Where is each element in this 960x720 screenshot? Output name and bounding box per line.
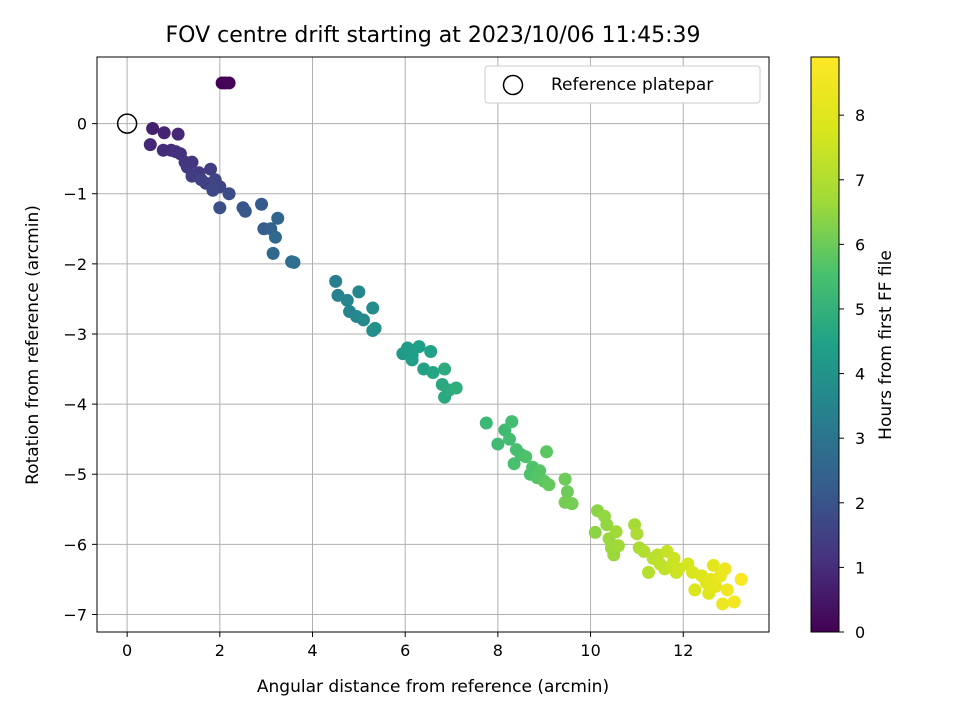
reference-platepar-marker (116, 113, 138, 134)
data-point (424, 345, 438, 359)
data-point (565, 497, 579, 511)
x-axis-ticks: 0 2 4 6 8 10 12 (122, 632, 693, 660)
colorbar-tick-label: 4 (855, 365, 865, 384)
y-tick-label: −4 (63, 395, 87, 414)
data-point (255, 197, 269, 211)
data-point (505, 415, 519, 429)
data-point (238, 204, 252, 218)
data-point (720, 583, 734, 597)
data-point (222, 76, 236, 90)
data-point (157, 126, 171, 140)
data-point (502, 432, 516, 446)
data-point (222, 187, 236, 201)
x-tick-label: 4 (307, 641, 317, 660)
data-point (491, 437, 505, 451)
data-point (287, 255, 301, 269)
data-point (266, 246, 280, 260)
data-points (143, 76, 748, 611)
colorbar-ticks: 0 1 2 3 4 5 6 7 8 (839, 106, 865, 642)
colorbar-gradient (810, 56, 840, 633)
data-point (727, 595, 741, 609)
data-point (560, 485, 574, 499)
data-point (630, 527, 644, 541)
data-point (642, 565, 656, 579)
data-point (171, 127, 185, 141)
data-point (637, 544, 651, 558)
data-point (734, 572, 748, 586)
data-point (718, 562, 732, 576)
legend-marker (502, 74, 524, 96)
y-tick-label: −7 (63, 605, 87, 624)
colorbar-tick-label: 1 (855, 558, 865, 577)
data-point (426, 366, 440, 380)
data-point (479, 416, 493, 430)
data-point (706, 558, 720, 572)
data-point (268, 230, 282, 244)
y-tick-label: −6 (63, 535, 87, 554)
colorbar: 0 1 2 3 4 5 6 7 8 Hours from first FF file (810, 56, 896, 642)
data-point (609, 525, 623, 539)
chart-title: FOV centre drift starting at 2023/10/06 … (166, 23, 701, 48)
data-point (709, 579, 723, 593)
legend: Reference platepar (484, 65, 761, 104)
data-point (146, 122, 160, 136)
data-point (368, 321, 382, 335)
data-point (667, 551, 681, 565)
data-point (540, 445, 554, 459)
data-point (688, 583, 702, 597)
colorbar-tick-label: 8 (855, 106, 865, 125)
colorbar-tick-label: 3 (855, 429, 865, 448)
y-tick-label: −2 (63, 255, 87, 274)
y-tick-label: 0 (77, 115, 87, 134)
data-point (213, 201, 227, 215)
data-point (143, 138, 157, 152)
data-point (558, 472, 572, 486)
data-point (329, 274, 343, 288)
y-tick-label: −3 (63, 325, 87, 344)
x-tick-label: 2 (215, 641, 225, 660)
colorbar-tick-label: 5 (855, 300, 865, 319)
y-tick-label: −1 (63, 185, 87, 204)
reference-marker-layer (116, 113, 138, 134)
x-tick-label: 12 (673, 641, 693, 660)
data-point (412, 340, 426, 354)
data-point (449, 381, 463, 395)
data-point (716, 597, 730, 611)
data-point (588, 525, 602, 539)
data-point (271, 211, 285, 225)
data-point (340, 293, 354, 307)
data-point (405, 353, 419, 367)
plot-frame (96, 56, 770, 633)
data-point (204, 162, 218, 176)
legend-box (484, 65, 761, 104)
x-axis-label: Angular distance from reference (arcmin) (257, 677, 609, 697)
x-tick-label: 0 (122, 641, 132, 660)
data-point (366, 301, 380, 315)
colorbar-tick-label: 0 (855, 623, 865, 642)
colorbar-label: Hours from first FF file (876, 250, 896, 440)
data-point (507, 457, 521, 471)
colorbar-tick-label: 6 (855, 235, 865, 254)
y-axis-label: Rotation from reference (arcmin) (23, 205, 43, 485)
data-point (519, 450, 533, 464)
colorbar-tick-label: 2 (855, 494, 865, 513)
data-point (542, 478, 556, 492)
data-point (352, 285, 366, 299)
data-point (206, 183, 220, 197)
y-axis-ticks: 0 −1 −2 −3 −4 −5 −6 −7 (63, 115, 97, 624)
grid (97, 57, 769, 632)
y-tick-label: −5 (63, 465, 87, 484)
data-point (438, 362, 452, 376)
data-point (600, 518, 614, 532)
legend-label: Reference platepar (551, 75, 713, 95)
data-point (611, 539, 625, 553)
x-tick-label: 8 (493, 641, 503, 660)
data-point (356, 313, 370, 327)
colorbar-tick-label: 7 (855, 171, 865, 190)
x-tick-label: 10 (580, 641, 600, 660)
x-tick-label: 6 (400, 641, 410, 660)
